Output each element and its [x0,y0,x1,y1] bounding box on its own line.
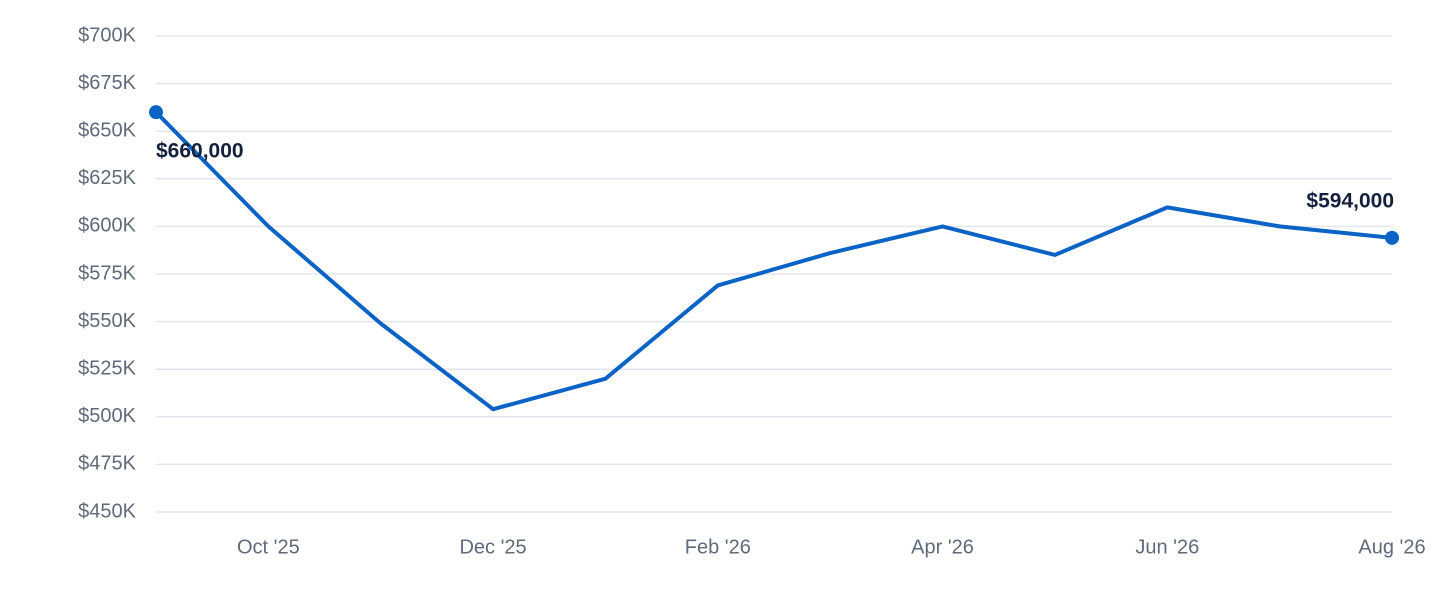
value-label: $594,000 [1306,189,1394,212]
y-tick-label: $675K [78,72,136,94]
y-tick-label: $450K [78,500,136,522]
y-tick-label: $625K [78,167,136,189]
point [149,105,163,120]
point [1385,230,1399,245]
value-label: $660,000 [156,140,244,163]
x-tick-label: Aug '26 [1358,536,1425,558]
y-tick-label: $475K [78,453,136,475]
y-tick-label: $525K [78,357,136,379]
y-tick-label: $700K [78,24,136,46]
x-tick-label: Apr '26 [911,536,974,558]
y-tick-label: $600K [78,215,136,237]
y-tick-label: $550K [78,310,136,332]
y-tick-label: $500K [78,405,136,427]
x-tick-label: Jun '26 [1135,536,1199,558]
line [154,110,1393,412]
x-tick-label: Oct '25 [237,536,300,558]
y-tick-label: $650K [78,119,136,141]
x-tick-label: Feb '26 [685,536,751,558]
x-tick-label: Dec '25 [459,536,526,558]
y-tick-label: $575K [78,262,136,284]
